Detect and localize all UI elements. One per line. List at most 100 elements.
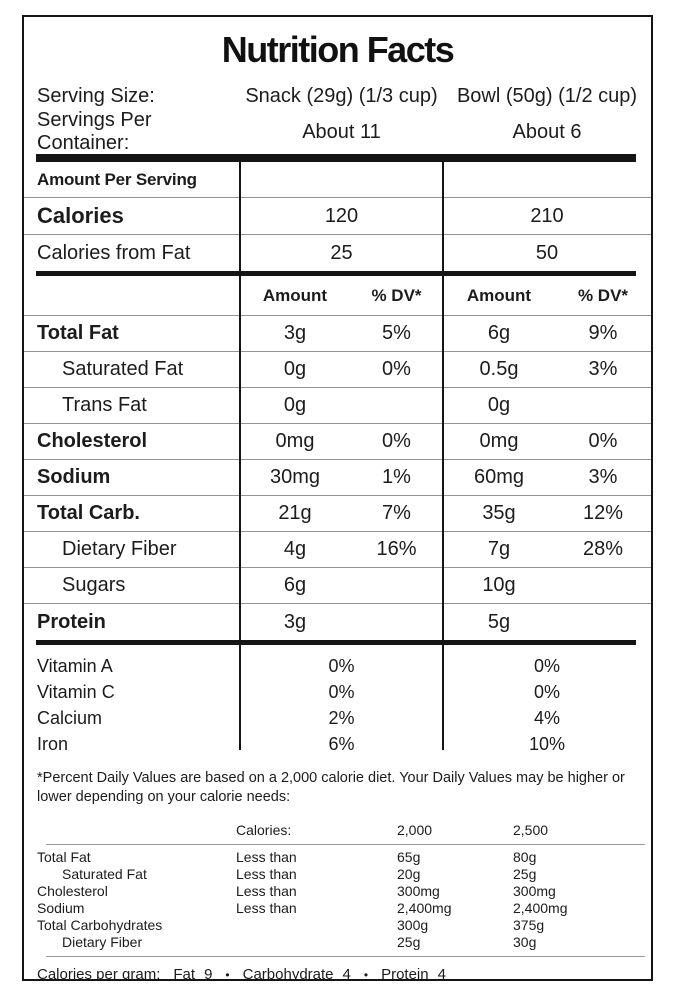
amount-per-serving-row: Amount Per Serving xyxy=(24,162,651,198)
nutrient-row-cholesterol: Cholesterol 0mg 0% 0mg 0% xyxy=(24,424,651,460)
nutrient-snack-dv: 16% xyxy=(376,538,417,560)
nutrient-bowl-amount: 0mg xyxy=(479,430,519,452)
dv-row-value-2500: 30g xyxy=(513,933,537,950)
vitamin-label: Vitamin A xyxy=(37,655,113,676)
vitamin-bowl-value: 4% xyxy=(533,707,560,728)
nutrient-row-dietary-fiber: Dietary Fiber 4g 16% 7g 28% xyxy=(24,532,651,568)
nutrient-snack-amount: 6g xyxy=(283,574,307,596)
nutrient-bowl-dv: 28% xyxy=(582,538,624,560)
vitamin-snack-value: 6% xyxy=(328,733,355,754)
nutrient-snack-amount: 30mg xyxy=(269,466,321,488)
serving-size-row: Serving Size: Snack (29g) (1/3 cup) Bowl… xyxy=(24,83,651,109)
calories-per-gram-carbohydrate: Carbohydrate 4 xyxy=(242,966,351,981)
dv-row-label: Sodium xyxy=(37,899,85,916)
nutrient-label: Total Fat xyxy=(37,322,119,344)
nutrient-label: Sugars xyxy=(62,574,126,596)
vitamin-bowl-value: 0% xyxy=(533,681,560,702)
amount-per-serving-label: Amount Per Serving xyxy=(37,169,197,189)
dv-row-qualifier: Less than xyxy=(236,865,297,882)
nutrient-row-trans-fat: Trans Fat 0g 0g xyxy=(24,388,651,424)
nutrition-facts-title: Nutrition Facts xyxy=(221,29,455,70)
nutrition-facts-label: Nutrition Facts Serving Size: Snack (29g… xyxy=(22,15,653,981)
dv-row-value-2500: 375g xyxy=(513,916,545,933)
dv-row-total-carbohydrates: Total Carbohydrates 300g 375g xyxy=(24,916,651,933)
dv-row-qualifier: Less than xyxy=(236,882,297,899)
nutrient-label: Dietary Fiber xyxy=(62,538,177,560)
vitamins-section: Vitamin A 0% 0% Vitamin C 0% 0% Calcium … xyxy=(24,645,651,757)
dv-row-value-2000: 2,400mg xyxy=(397,899,452,916)
nutrient-label: Trans Fat xyxy=(62,394,147,416)
nutrient-bowl-dv: 3% xyxy=(588,466,618,488)
dv-row-label: Cholesterol xyxy=(37,882,108,899)
calories-bowl-value: 210 xyxy=(530,204,564,227)
dv-row-value-2000: 20g xyxy=(397,865,421,882)
dv-row-value-2500: 80g xyxy=(513,848,537,865)
servings-per-container-label: Servings Per Container: xyxy=(37,109,152,154)
nutrient-row-saturated-fat: Saturated Fat 0g 0% 0.5g 3% xyxy=(24,352,651,388)
nutrient-snack-amount: 3g xyxy=(283,610,307,633)
nutrient-label: Total Carb. xyxy=(37,502,140,524)
calories-from-fat-bowl-value: 50 xyxy=(535,241,559,264)
nutrient-bowl-amount: 0.5g xyxy=(479,358,519,380)
nutrient-snack-amount: 0g xyxy=(283,394,307,416)
daily-values-footnote: *Percent Daily Values are based on a 2,0… xyxy=(37,770,625,805)
dv-row-value-2500: 2,400mg xyxy=(513,899,568,916)
nutrient-bowl-dv: 3% xyxy=(588,358,618,380)
calories-row: Calories 120 210 xyxy=(24,198,651,235)
dv-row-label: Total Fat xyxy=(37,848,91,865)
nutrient-row-sugars: Sugars 6g 10g xyxy=(24,568,651,604)
dv-row-label: Saturated Fat xyxy=(62,865,147,882)
nutrient-bowl-dv: 0% xyxy=(588,430,618,452)
nutrient-snack-dv: 1% xyxy=(382,466,411,488)
dv-calories-label: Calories: xyxy=(236,822,292,838)
vitamin-snack-value: 2% xyxy=(328,707,355,728)
footnote-divider xyxy=(46,956,645,957)
nutrient-label: Sodium xyxy=(37,466,111,488)
dv-col-2500: 2,500 xyxy=(513,822,549,838)
serving-size-label: Serving Size: xyxy=(37,84,155,107)
dv-row-saturated-fat: Saturated Fat Less than 20g 25g xyxy=(24,865,651,882)
dv-table-header-row: Calories: 2,000 2,500 xyxy=(24,820,651,844)
thick-divider-bar xyxy=(36,154,636,162)
footnote-divider xyxy=(46,844,645,845)
calories-snack-value: 120 xyxy=(324,204,359,227)
vitamin-bowl-value: 10% xyxy=(528,733,566,754)
dv-row-value-2000: 65g xyxy=(397,848,421,865)
nutrient-bowl-amount: 0g xyxy=(487,394,511,416)
dv-row-value-2000: 300mg xyxy=(397,882,440,899)
nutrient-snack-dv: 0% xyxy=(382,358,411,380)
calories-per-gram-row: Calories per gram: Fat 9 • Carbohydrate … xyxy=(24,957,651,981)
daily-values-table: Calories: 2,000 2,500 Total Fat Less tha… xyxy=(24,820,651,956)
thick-divider-bar xyxy=(36,271,636,276)
calories-per-gram-label: Calories per gram: xyxy=(37,966,161,981)
dv-row-value-2000: 25g xyxy=(397,933,421,950)
vitamin-label: Calcium xyxy=(37,707,103,728)
vitamin-label: Vitamin C xyxy=(37,681,115,702)
dv-row-qualifier: Less than xyxy=(236,848,297,865)
serving-size-bowl: Bowl (50g) (1/2 cup) xyxy=(456,84,638,107)
nutrient-label: Saturated Fat xyxy=(62,358,184,380)
nutrient-bowl-dv: 12% xyxy=(582,502,624,524)
nutrient-bowl-amount: 35g xyxy=(482,502,516,524)
calories-per-gram-protein: Protein 4 xyxy=(381,966,446,981)
nutrient-snack-amount: 0mg xyxy=(275,430,315,452)
nutrient-row-protein: Protein 3g 5g xyxy=(24,604,651,640)
nutrient-bowl-amount: 5g xyxy=(487,610,511,633)
columns-region: Amount Per Serving Calories 120 210 Calo… xyxy=(24,162,651,757)
nutrient-row-total-carb: Total Carb. 21g 7% 35g 12% xyxy=(24,496,651,532)
calories-from-fat-row: Calories from Fat 25 50 xyxy=(24,235,651,271)
nutrient-snack-dv: 5% xyxy=(382,322,411,344)
vitamin-row-iron: Iron 6% 10% xyxy=(24,731,651,757)
calories-label: Calories xyxy=(37,203,124,228)
calories-from-fat-label: Calories from Fat xyxy=(37,241,191,264)
nutrient-bowl-amount: 60mg xyxy=(473,466,525,488)
nutrient-snack-amount: 4g xyxy=(283,538,307,560)
vitamin-label: Iron xyxy=(37,733,69,754)
vitamin-snack-value: 0% xyxy=(328,681,355,702)
serving-size-snack: Snack (29g) (1/3 cup) xyxy=(245,84,438,107)
bullet-separator: • xyxy=(363,967,369,981)
nutrient-bowl-dv: 9% xyxy=(588,322,618,344)
serving-section: Serving Size: Snack (29g) (1/3 cup) Bowl… xyxy=(24,83,651,155)
servings-snack: About 11 xyxy=(302,120,381,143)
column-header-row: Amount % DV* Amount % DV* xyxy=(24,276,651,316)
